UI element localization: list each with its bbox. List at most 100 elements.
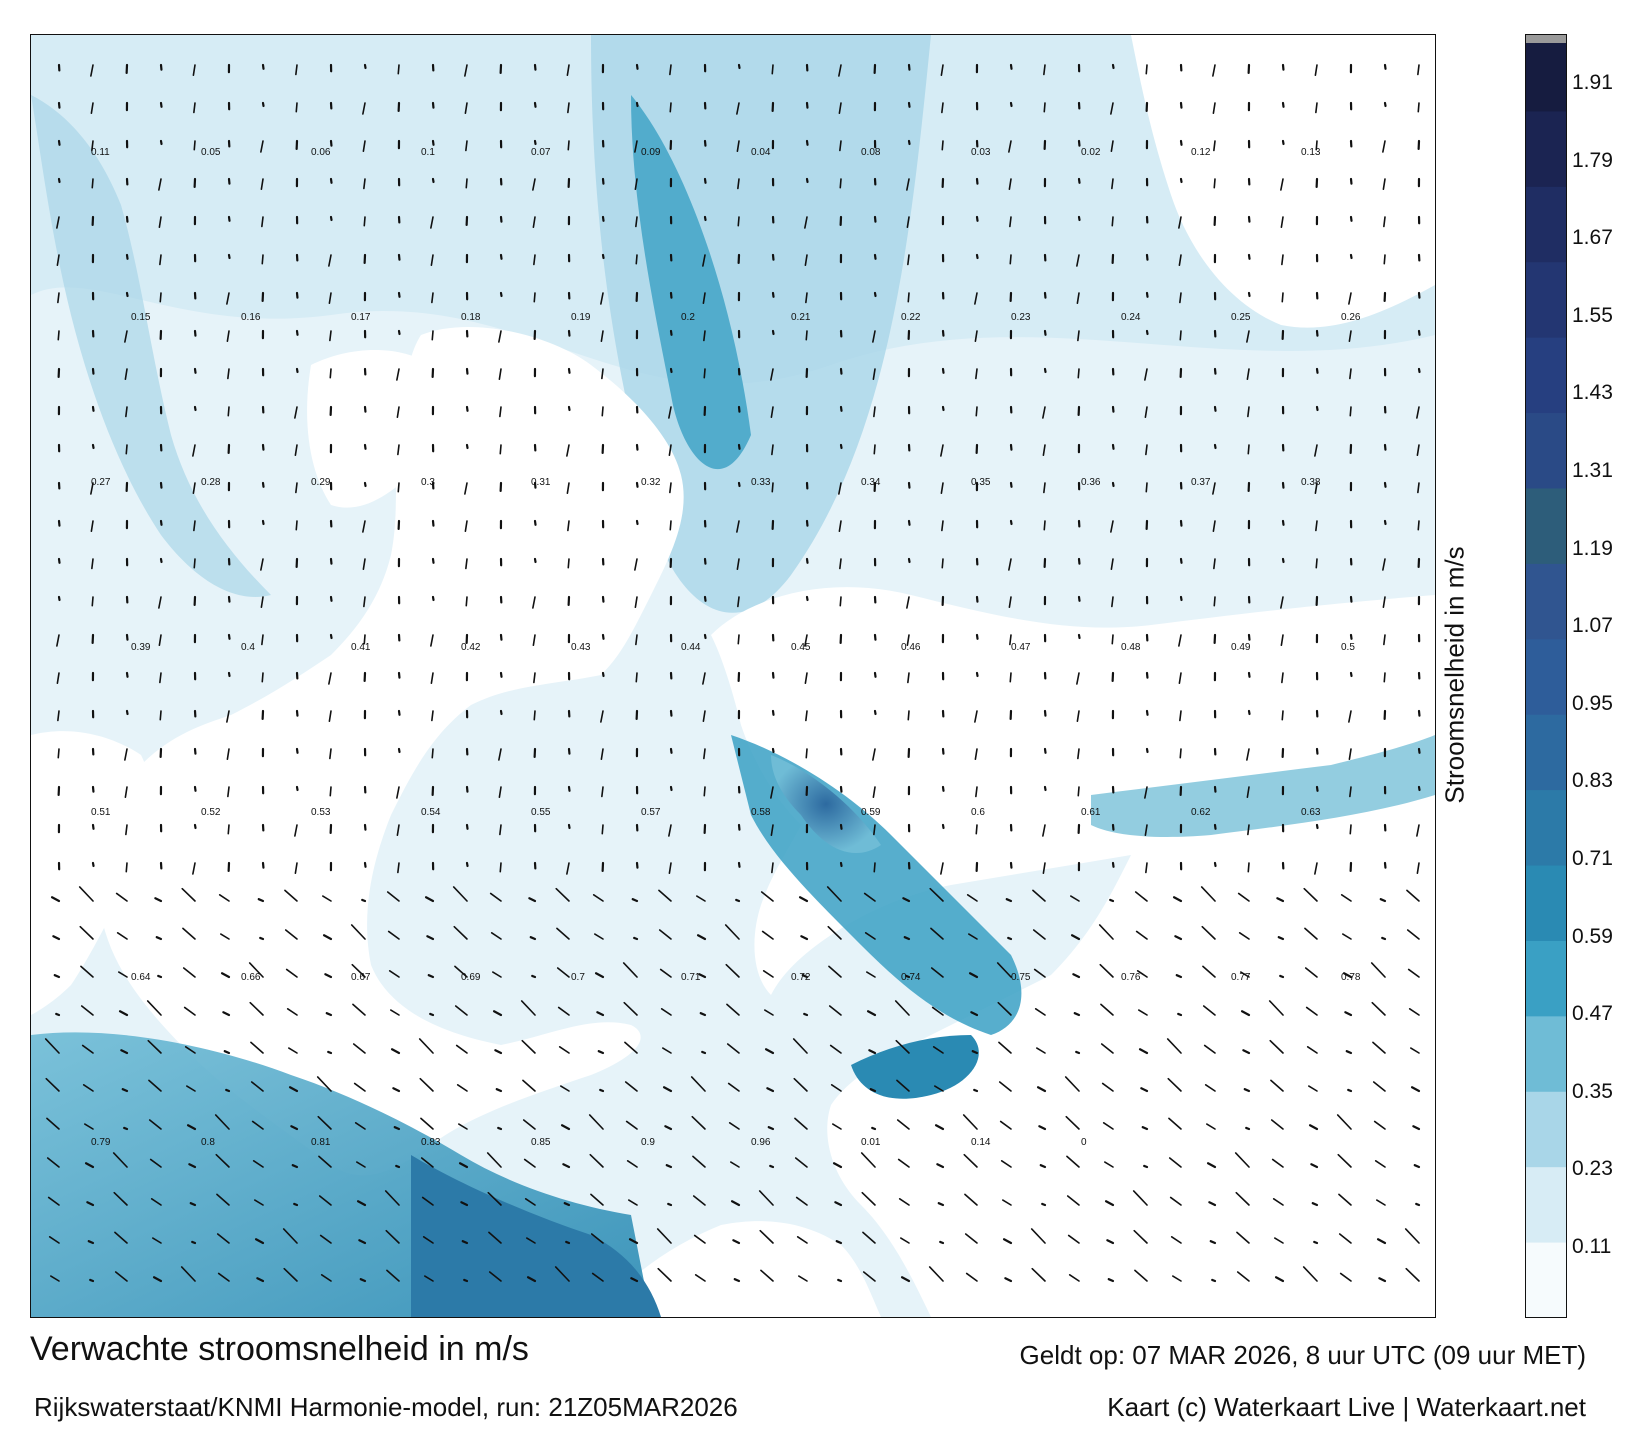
current-value-label: 0.05 [201, 147, 221, 158]
current-vector [458, 1162, 469, 1169]
current-vector [690, 1076, 706, 1092]
current-vector [1200, 886, 1216, 902]
current-value-label: 0.23 [1011, 312, 1031, 323]
current-vector [975, 253, 979, 260]
current-vector [1145, 862, 1148, 874]
current-vector [1410, 1047, 1420, 1054]
current-vector [159, 292, 162, 303]
current-vector [1277, 936, 1285, 941]
current-vector [702, 710, 706, 723]
current-vector [866, 1010, 877, 1017]
current-vector [835, 1240, 843, 1245]
current-vector [567, 558, 570, 569]
current-vector [635, 101, 639, 108]
current-vector [866, 971, 876, 978]
colorbar-band [1526, 1090, 1566, 1168]
current-vector [770, 368, 774, 381]
current-vector [328, 710, 332, 723]
current-vector [158, 216, 162, 229]
current-vector [1246, 786, 1250, 799]
current-vector [1172, 1275, 1182, 1282]
map-area[interactable]: 0.11 0.05 0.06 0.1 0.07 0.09 0.04 0.08 0.03 0.02 0… [30, 34, 1436, 1318]
current-vector [590, 1193, 604, 1206]
current-vector [1212, 520, 1216, 533]
current-vector [494, 1049, 503, 1055]
current-vector [703, 177, 707, 184]
current-vector [560, 1124, 571, 1131]
current-vector [499, 824, 502, 836]
current-value-label: 0.72 [791, 972, 811, 983]
current-vector [90, 64, 94, 77]
current-vector [158, 596, 162, 609]
current-vector [53, 974, 61, 979]
current-vector [465, 178, 468, 189]
current-vector [863, 892, 876, 902]
current-vector [385, 1229, 400, 1244]
current-vector [828, 965, 842, 978]
current-vector [567, 785, 571, 792]
current-vector [1213, 178, 1216, 189]
current-vector [737, 634, 740, 645]
current-vector [1135, 930, 1148, 940]
current-vector [81, 1044, 94, 1054]
current-vector [728, 1122, 740, 1130]
current-vector [492, 971, 502, 978]
current-vector [793, 1077, 808, 1092]
current-vector [567, 102, 570, 114]
current-vector [456, 1084, 468, 1092]
current-vector [1111, 596, 1114, 608]
current-value-label: 0.96 [751, 1137, 771, 1148]
current-vector [801, 974, 809, 979]
current-vector [1070, 895, 1080, 902]
current-vector [1008, 140, 1012, 153]
current-vector [353, 1082, 366, 1092]
current-vector [974, 748, 978, 761]
current-vector [499, 406, 502, 418]
current-value-label: 0.19 [571, 312, 591, 323]
current-vector [149, 1158, 162, 1168]
current-vector [1376, 1238, 1387, 1245]
current-vector [397, 291, 401, 298]
current-vector [57, 557, 61, 564]
current-vector [1206, 1162, 1217, 1169]
current-vector [1242, 1049, 1251, 1055]
current-vector [634, 140, 638, 153]
current-vector [1209, 1240, 1217, 1245]
current-value-label: 0.79 [91, 1137, 111, 1148]
current-vector [1111, 216, 1114, 227]
current-vector [84, 1123, 94, 1130]
current-value-label: 0.57 [641, 807, 661, 818]
current-vector [486, 1152, 502, 1168]
current-vector [805, 292, 808, 304]
current-vector [1417, 102, 1420, 113]
current-vector [155, 936, 163, 941]
current-value-label: 0.29 [311, 477, 331, 488]
current-vector [693, 1234, 706, 1244]
current-vector [941, 785, 945, 792]
current-value-label: 0.02 [1081, 147, 1101, 158]
current-vector [834, 1201, 843, 1207]
current-vector [152, 1276, 163, 1283]
current-vector [248, 962, 264, 978]
current-vector [588, 1114, 604, 1130]
current-vector [968, 933, 978, 940]
current-vector [727, 1082, 740, 1092]
colorbar-tick-label: 0.47 [1572, 1002, 1613, 1026]
current-value-label: 0.33 [751, 477, 771, 488]
current-vector [861, 1191, 876, 1206]
current-vector [1304, 967, 1318, 978]
current-vector [1032, 929, 1046, 940]
current-vector [656, 1228, 672, 1244]
current-vector [418, 1038, 434, 1054]
current-vector [1280, 178, 1284, 191]
current-vector [873, 709, 877, 716]
current-vector [1002, 1199, 1012, 1206]
current-vector [737, 63, 741, 70]
current-vector [454, 1005, 468, 1016]
current-vector [928, 1266, 944, 1282]
colorbar-band [1526, 562, 1566, 640]
current-vector [80, 1005, 94, 1016]
current-vector [359, 1278, 367, 1283]
current-vector [1138, 1048, 1149, 1055]
current-vector [1383, 519, 1387, 526]
